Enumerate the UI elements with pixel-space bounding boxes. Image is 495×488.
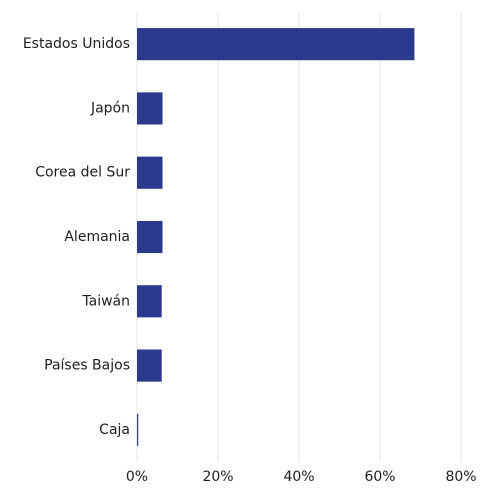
bar <box>137 28 415 61</box>
category-labels: Estados Unidos Japón Corea del Sur Alemania… <box>23 36 130 438</box>
bar <box>137 220 163 254</box>
category-label: Corea del Sur <box>35 165 130 181</box>
x-tick-label: 80% <box>445 469 476 484</box>
bar <box>137 349 162 382</box>
grid-lines <box>136 12 462 462</box>
category-label: Taiwán <box>81 293 130 309</box>
x-tick-label: 20% <box>202 469 233 484</box>
bar <box>137 413 139 446</box>
x-tick-label: 0% <box>126 469 148 484</box>
category-label: Caja <box>99 422 130 438</box>
category-label: Países Bajos <box>44 358 130 374</box>
x-tick-labels: 0% 20% 40% 60% 80% <box>126 469 477 485</box>
category-label: Alemania <box>64 229 130 245</box>
bar <box>137 156 163 189</box>
category-label: Japón <box>90 100 130 116</box>
category-label: Estados Unidos <box>23 36 130 52</box>
bar <box>137 92 163 125</box>
bar <box>137 285 162 318</box>
x-tick-label: 40% <box>283 469 314 484</box>
x-tick-label: 60% <box>364 469 395 484</box>
bars <box>137 28 415 446</box>
